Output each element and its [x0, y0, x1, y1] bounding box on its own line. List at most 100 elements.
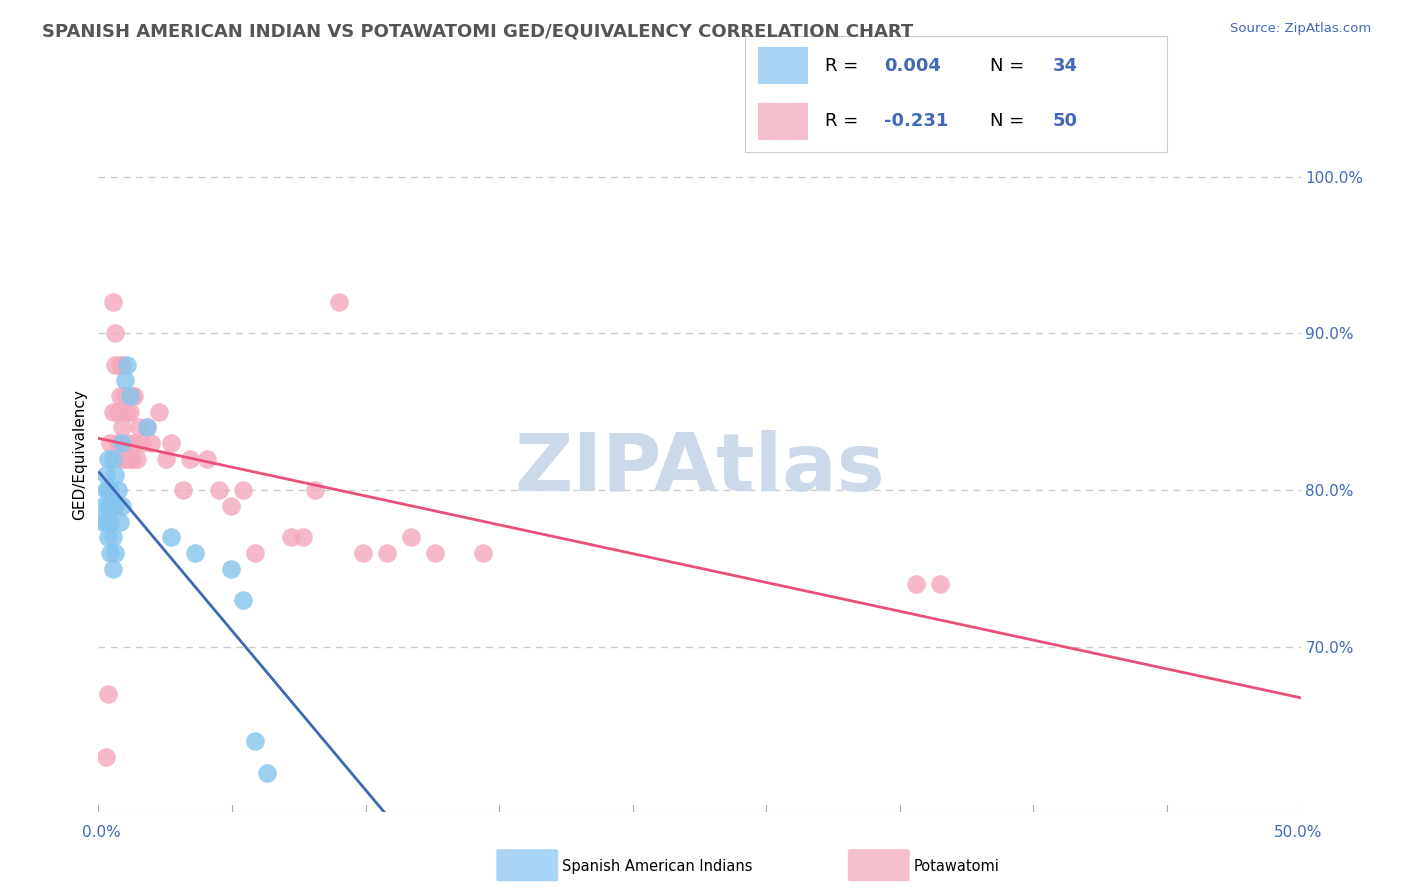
Point [159, 436, 181, 450]
Point [159, 530, 181, 544]
Text: 0.004: 0.004 [884, 57, 941, 75]
Text: SPANISH AMERICAN INDIAN VS POTAWATOMI GED/EQUIVALENCY CORRELATION CHART: SPANISH AMERICAN INDIAN VS POTAWATOMI GE… [42, 22, 914, 40]
Point [291, 530, 314, 544]
Point [101, 451, 124, 466]
Text: ZIPAtlas: ZIPAtlas [515, 430, 884, 508]
Point [94, 515, 117, 529]
Text: 50.0%: 50.0% [1274, 825, 1322, 839]
Point [118, 389, 141, 403]
Point [107, 436, 129, 450]
Point [111, 436, 134, 450]
Point [148, 405, 170, 419]
Text: 50: 50 [1053, 112, 1078, 130]
Point [243, 546, 266, 560]
Point [219, 561, 242, 575]
Point [904, 577, 927, 591]
Point [101, 561, 124, 575]
Y-axis label: GED/Equivalency: GED/Equivalency [72, 390, 87, 520]
Point [108, 389, 131, 403]
Bar [758, 103, 808, 140]
Point [111, 499, 134, 513]
Point [91, 515, 114, 529]
Text: N =: N = [990, 112, 1029, 130]
Point [135, 420, 157, 434]
Point [124, 389, 146, 403]
Point [172, 483, 194, 498]
Point [375, 546, 398, 560]
Point [100, 483, 122, 498]
Point [91, 499, 114, 513]
Point [111, 358, 134, 372]
Point [472, 546, 495, 560]
Point [243, 734, 266, 748]
Point [328, 295, 350, 310]
Point [100, 436, 122, 450]
Point [183, 546, 205, 560]
Point [280, 530, 302, 544]
Point [423, 546, 446, 560]
Point [101, 499, 124, 513]
Point [94, 467, 117, 482]
Point [101, 530, 124, 544]
Point [124, 436, 146, 450]
Text: Potawatomi: Potawatomi [914, 859, 1000, 873]
Point [104, 546, 127, 560]
Point [256, 765, 278, 780]
Point [131, 436, 153, 450]
Point [100, 546, 122, 560]
Point [114, 451, 136, 466]
Text: N =: N = [990, 57, 1029, 75]
Point [94, 483, 117, 498]
Point [108, 358, 131, 372]
Point [117, 358, 139, 372]
Point [117, 405, 139, 419]
Point [195, 451, 218, 466]
Point [208, 483, 231, 498]
Point [125, 451, 148, 466]
Point [101, 295, 124, 310]
Point [232, 593, 254, 607]
Point [179, 451, 201, 466]
Point [97, 687, 120, 701]
Point [219, 499, 242, 513]
Point [111, 420, 134, 434]
Point [928, 577, 950, 591]
Point [111, 451, 134, 466]
Point [114, 389, 136, 403]
Point [101, 405, 124, 419]
Point [128, 420, 150, 434]
Point [104, 467, 127, 482]
Point [304, 483, 326, 498]
Point [100, 499, 122, 513]
Point [155, 451, 177, 466]
Point [121, 451, 143, 466]
Text: R =: R = [825, 112, 865, 130]
Point [107, 483, 129, 498]
Point [118, 451, 141, 466]
Point [352, 546, 374, 560]
Point [104, 326, 127, 341]
Text: -0.231: -0.231 [884, 112, 949, 130]
Point [135, 420, 157, 434]
Point [97, 483, 120, 498]
Point [108, 515, 131, 529]
Point [114, 373, 136, 387]
Point [104, 358, 127, 372]
Point [141, 436, 163, 450]
Point [121, 389, 143, 403]
Point [117, 436, 139, 450]
Point [94, 749, 117, 764]
Text: R =: R = [825, 57, 865, 75]
Point [104, 499, 127, 513]
Point [118, 405, 141, 419]
Bar [758, 47, 808, 85]
Text: 34: 34 [1053, 57, 1078, 75]
Text: Source: ZipAtlas.com: Source: ZipAtlas.com [1230, 22, 1371, 36]
Text: Spanish American Indians: Spanish American Indians [562, 859, 752, 873]
Point [97, 451, 120, 466]
Point [399, 530, 422, 544]
Point [97, 499, 120, 513]
Point [100, 515, 122, 529]
Point [107, 405, 129, 419]
Point [97, 530, 120, 544]
